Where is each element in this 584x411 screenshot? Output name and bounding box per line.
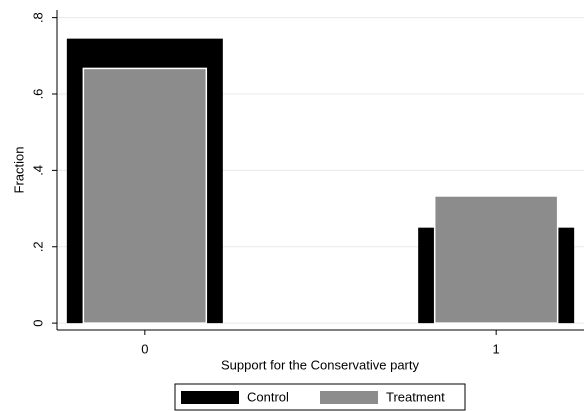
legend-swatch xyxy=(320,391,378,404)
x-axis-label: Support for the Conservative party xyxy=(221,357,419,372)
legend-label: Control xyxy=(247,389,289,404)
legend-label: Treatment xyxy=(386,389,445,404)
y-tick-label: .6 xyxy=(30,89,45,100)
y-tick-label: 0 xyxy=(30,320,45,327)
y-tick-label: .8 xyxy=(30,12,45,23)
y-axis-label: Fraction xyxy=(11,147,26,194)
y-tick-label: .2 xyxy=(30,241,45,252)
x-tick-label: 1 xyxy=(493,341,500,356)
x-tick-label: 0 xyxy=(141,341,148,356)
y-tick-label: .4 xyxy=(30,165,45,176)
bar xyxy=(433,195,559,324)
bar xyxy=(82,67,208,324)
legend-swatch xyxy=(181,391,239,404)
